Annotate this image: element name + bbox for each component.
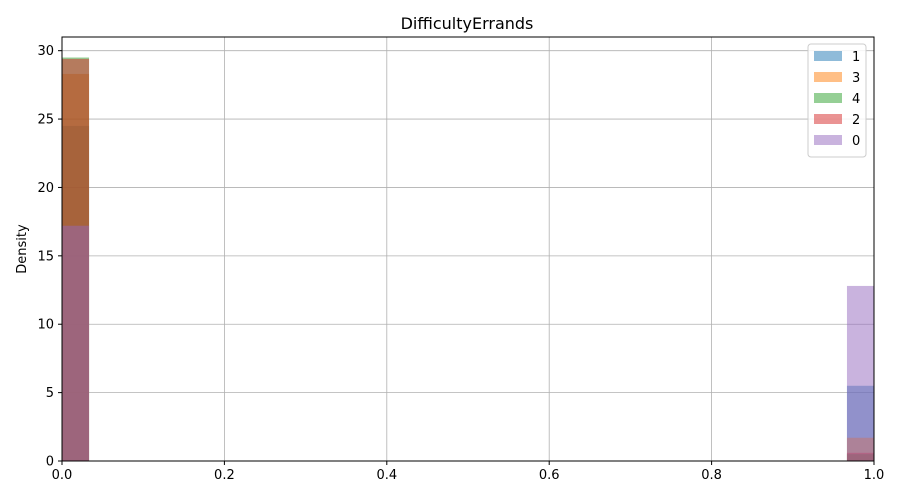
chart-title: DifficultyErrands [401,14,534,33]
legend-label: 0 [852,134,860,149]
legend-label: 4 [852,92,860,107]
axes [58,36,875,465]
y-axis-label: Density [15,224,30,274]
x-tick-label: 0.8 [701,468,722,483]
x-tick-label: 0.0 [52,468,73,483]
plot-frame [61,36,875,462]
y-tick-label: 15 [37,249,54,264]
legend-swatch [814,135,842,145]
legend-label: 3 [852,71,860,86]
legend-swatch [814,114,842,124]
y-tick-label: 5 [46,386,54,401]
x-tick-label: 0.6 [539,468,560,483]
legend-swatch [814,51,842,61]
legend-swatch [814,93,842,103]
x-tick-label: 0.2 [214,468,235,483]
legend-label: 1 [852,50,860,65]
histogram-bar-series-0 [846,285,874,461]
y-tick-label: 20 [37,181,54,196]
y-tick-label: 10 [37,318,54,333]
y-tick-label: 30 [37,44,54,59]
histogram-bar-series-0 [62,225,90,461]
legend: 1 3 4 2 0 [807,43,867,158]
y-tick-label: 0 [46,455,54,470]
x-tick-label: 1.0 [864,468,885,483]
y-tick-label: 25 [37,113,54,128]
legend-label: 2 [852,113,860,128]
x-tick-label: 0.4 [376,468,397,483]
legend-swatch [814,72,842,82]
bars-layer [62,57,874,462]
